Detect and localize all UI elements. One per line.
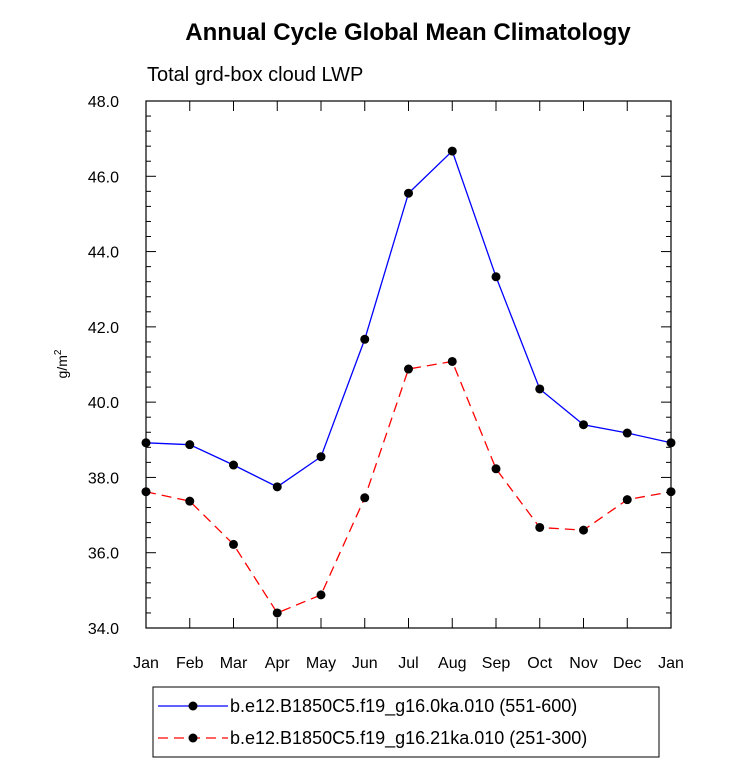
y-axis-label-unit: g/m (54, 355, 70, 378)
series-2-point (579, 525, 588, 535)
x-tick-label: May (306, 655, 336, 672)
x-tick-label: Oct (527, 655, 552, 672)
series-1-point (360, 334, 370, 344)
legend-box (152, 686, 660, 758)
series-2-point (666, 487, 676, 497)
x-tick-label: Jul (398, 655, 418, 672)
x-tick-label: Jan (658, 655, 684, 672)
series-1-point (579, 420, 588, 430)
legend-label-series-2: b.e12.B1850C5.f19_g16.21ka.010 (251-300) (230, 728, 587, 749)
x-tick-label: Nov (569, 655, 597, 672)
plot-frame (145, 100, 672, 629)
series-2-point (404, 364, 413, 374)
x-tick-label: Mar (220, 655, 248, 672)
series-1-point (316, 452, 326, 462)
series-2-point (185, 496, 195, 506)
x-tick-label: Jan (133, 655, 159, 672)
y-tick-label: 36.0 (88, 546, 119, 563)
x-tick-label: Apr (265, 655, 291, 672)
legend-marker-series-1 (188, 701, 198, 711)
series-line-2 (145, 360, 672, 614)
series-2-point (141, 487, 151, 497)
series-2-point (491, 464, 501, 474)
series-1-point (404, 188, 413, 198)
axis-ticks: 34.0 36.0 38.0 40.0 42.0 44.0 46.0 48.0 Jan Feb Ma… (88, 94, 684, 672)
y-tick-label: 46.0 (88, 169, 119, 186)
series-1-point (535, 384, 545, 394)
series-2-point (360, 493, 370, 503)
series-1-point (622, 428, 632, 438)
series-2-point (272, 608, 282, 618)
chart-subtitle: Total grd-box cloud LWP (147, 64, 363, 86)
x-tick-label: Dec (613, 655, 641, 672)
y-axis-label-superscript: 2 (53, 349, 64, 355)
series-2-point (229, 539, 238, 549)
y-tick-label: 42.0 (88, 320, 119, 337)
x-tick-label: Aug (438, 655, 466, 672)
y-tick-label: 48.0 (88, 94, 119, 111)
x-tick-label: Jun (352, 655, 378, 672)
y-tick-label: 34.0 (88, 621, 119, 638)
series-1-point (185, 440, 195, 450)
series-1-point (229, 460, 238, 470)
series-layer (141, 146, 676, 618)
series-1-point (447, 146, 457, 156)
chart-title: Annual Cycle Global Mean Climatology (185, 19, 631, 46)
y-tick-label: 40.0 (88, 395, 119, 412)
series-1-point (272, 482, 282, 492)
y-axis-label: g/m2 (53, 349, 70, 378)
x-tick-label: Sep (482, 655, 511, 672)
series-2-point (622, 495, 632, 505)
y-tick-label: 44.0 (88, 245, 119, 262)
series-1-point (491, 272, 501, 282)
series-2-point (535, 522, 545, 532)
series-1-point (141, 438, 151, 448)
x-tick-label: Feb (176, 655, 204, 672)
series-line-1 (145, 149, 672, 488)
y-tick-label: 38.0 (88, 470, 119, 487)
series-2-point (316, 590, 326, 600)
series-2-point (447, 356, 457, 366)
legend-marker-series-2 (188, 733, 198, 743)
series-1-point (666, 438, 676, 448)
legend: b.e12.B1850C5.f19_g16.0ka.010 (551-600) … (152, 686, 660, 758)
legend-label-series-1: b.e12.B1850C5.f19_g16.0ka.010 (551-600) (230, 696, 577, 717)
